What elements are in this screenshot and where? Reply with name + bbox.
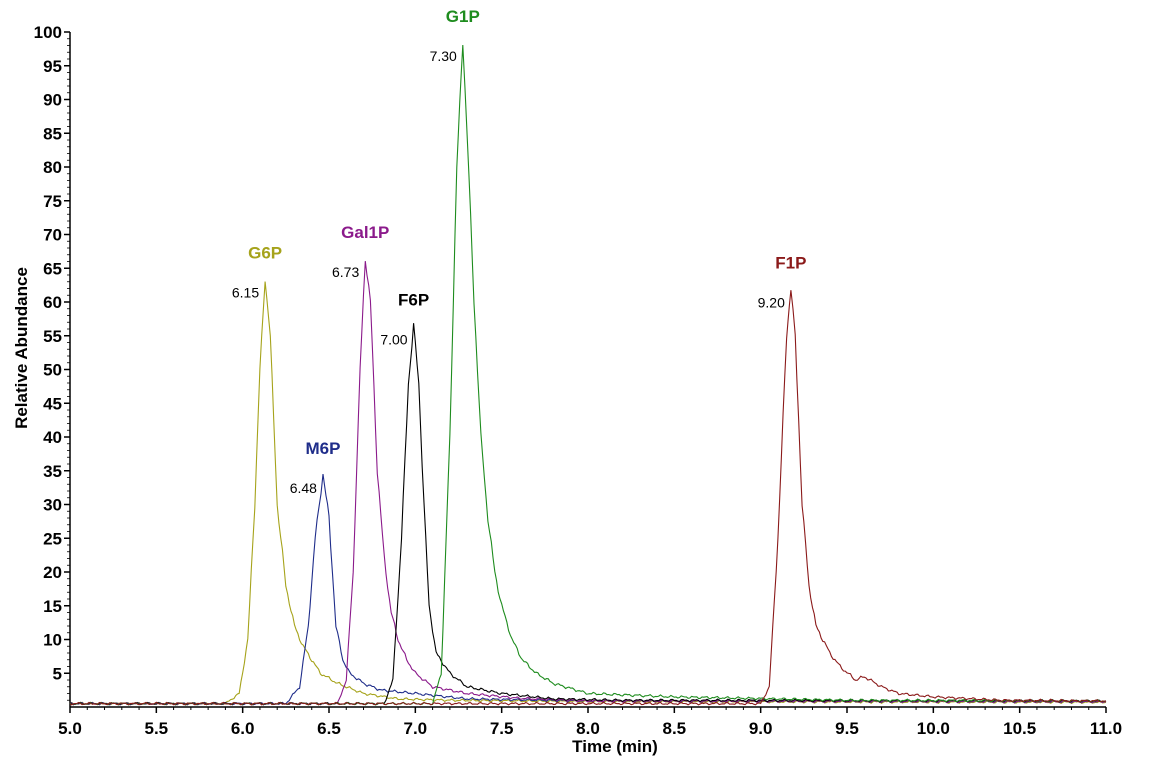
- series-line-g1p: [69, 44, 1107, 706]
- y-tick-label: 60: [43, 293, 62, 312]
- y-tick-label: 100: [34, 23, 62, 42]
- retention-time-label: 6.73: [332, 264, 359, 280]
- x-tick-label: 8.5: [663, 719, 687, 738]
- y-tick-label: 30: [43, 496, 62, 515]
- x-tick-label: 6.0: [231, 719, 255, 738]
- x-tick-label: 9.0: [749, 719, 773, 738]
- y-tick-label: 85: [43, 124, 62, 143]
- peak-name-label: M6P: [305, 439, 340, 458]
- y-tick-label: 50: [43, 361, 62, 380]
- x-ticks: 5.0 5.5 6.0 6.5 7.0 7.5 8.0 8.5 9.0 9.5 10.0 10.5 11…: [58, 707, 1122, 738]
- x-tick-label: 6.5: [317, 719, 341, 738]
- retention-time-label: 7.00: [380, 332, 407, 348]
- series-line-f6p: [69, 323, 1107, 706]
- y-ticks: 5 10 15 20 25 30 35 40 45 50 55 60 65 70 75 80 85 90 95 100: [34, 23, 70, 701]
- x-tick-label: 5.5: [145, 719, 169, 738]
- y-tick-label: 40: [43, 428, 62, 447]
- y-tick-label: 10: [43, 631, 62, 650]
- x-tick-label: 11.0: [1090, 719, 1122, 738]
- retention-time-label: 6.48: [290, 480, 317, 496]
- peak-name-label: Gal1P: [341, 223, 389, 242]
- y-tick-label: 45: [43, 394, 62, 413]
- series-line-m6p: [70, 474, 1107, 706]
- series-line-gal1p: [69, 261, 1107, 706]
- y-tick-label: 65: [43, 259, 62, 278]
- y-tick-label: 70: [43, 226, 62, 245]
- y-tick-label: 75: [43, 192, 62, 211]
- y-tick-label: 20: [43, 563, 62, 582]
- y-tick-label: 25: [43, 529, 62, 548]
- series-line-g6p: [69, 281, 1107, 706]
- y-tick-label: 5: [53, 664, 62, 683]
- x-axis-title: Time (min): [572, 737, 658, 756]
- x-tick-label: 10.5: [1003, 719, 1036, 738]
- retention-time-label: 7.30: [430, 48, 457, 64]
- y-axis-title: Relative Abundance: [12, 267, 31, 429]
- peak-name-label: F6P: [398, 291, 429, 310]
- peak-name-label: G1P: [446, 7, 480, 26]
- x-tick-label: 8.0: [576, 719, 600, 738]
- retention-time-label: 9.20: [758, 295, 785, 311]
- y-tick-label: 90: [43, 91, 62, 110]
- y-tick-label: 15: [43, 597, 62, 616]
- retention-time-label: 6.15: [232, 284, 259, 300]
- peak-name-label: G6P: [248, 243, 282, 262]
- axes: [69, 32, 1106, 708]
- peak-name-label: F1P: [775, 254, 806, 273]
- y-tick-label: 80: [43, 158, 62, 177]
- y-tick-label: 95: [43, 57, 62, 76]
- series-line-f1p: [69, 290, 1107, 706]
- x-tick-label: 7.5: [490, 719, 514, 738]
- series-lines: [69, 44, 1107, 706]
- x-tick-label: 7.0: [404, 719, 428, 738]
- peak-labels: G6P 6.15 M6P 6.48 Gal1P 6.73 F6P 7.00 G1P 7.30 F1P…: [232, 7, 807, 496]
- x-tick-label: 5.0: [58, 719, 82, 738]
- x-tick-label: 10.0: [917, 719, 950, 738]
- y-tick-label: 35: [43, 462, 62, 481]
- x-tick-label: 9.5: [835, 719, 859, 738]
- y-tick-label: 55: [43, 327, 62, 346]
